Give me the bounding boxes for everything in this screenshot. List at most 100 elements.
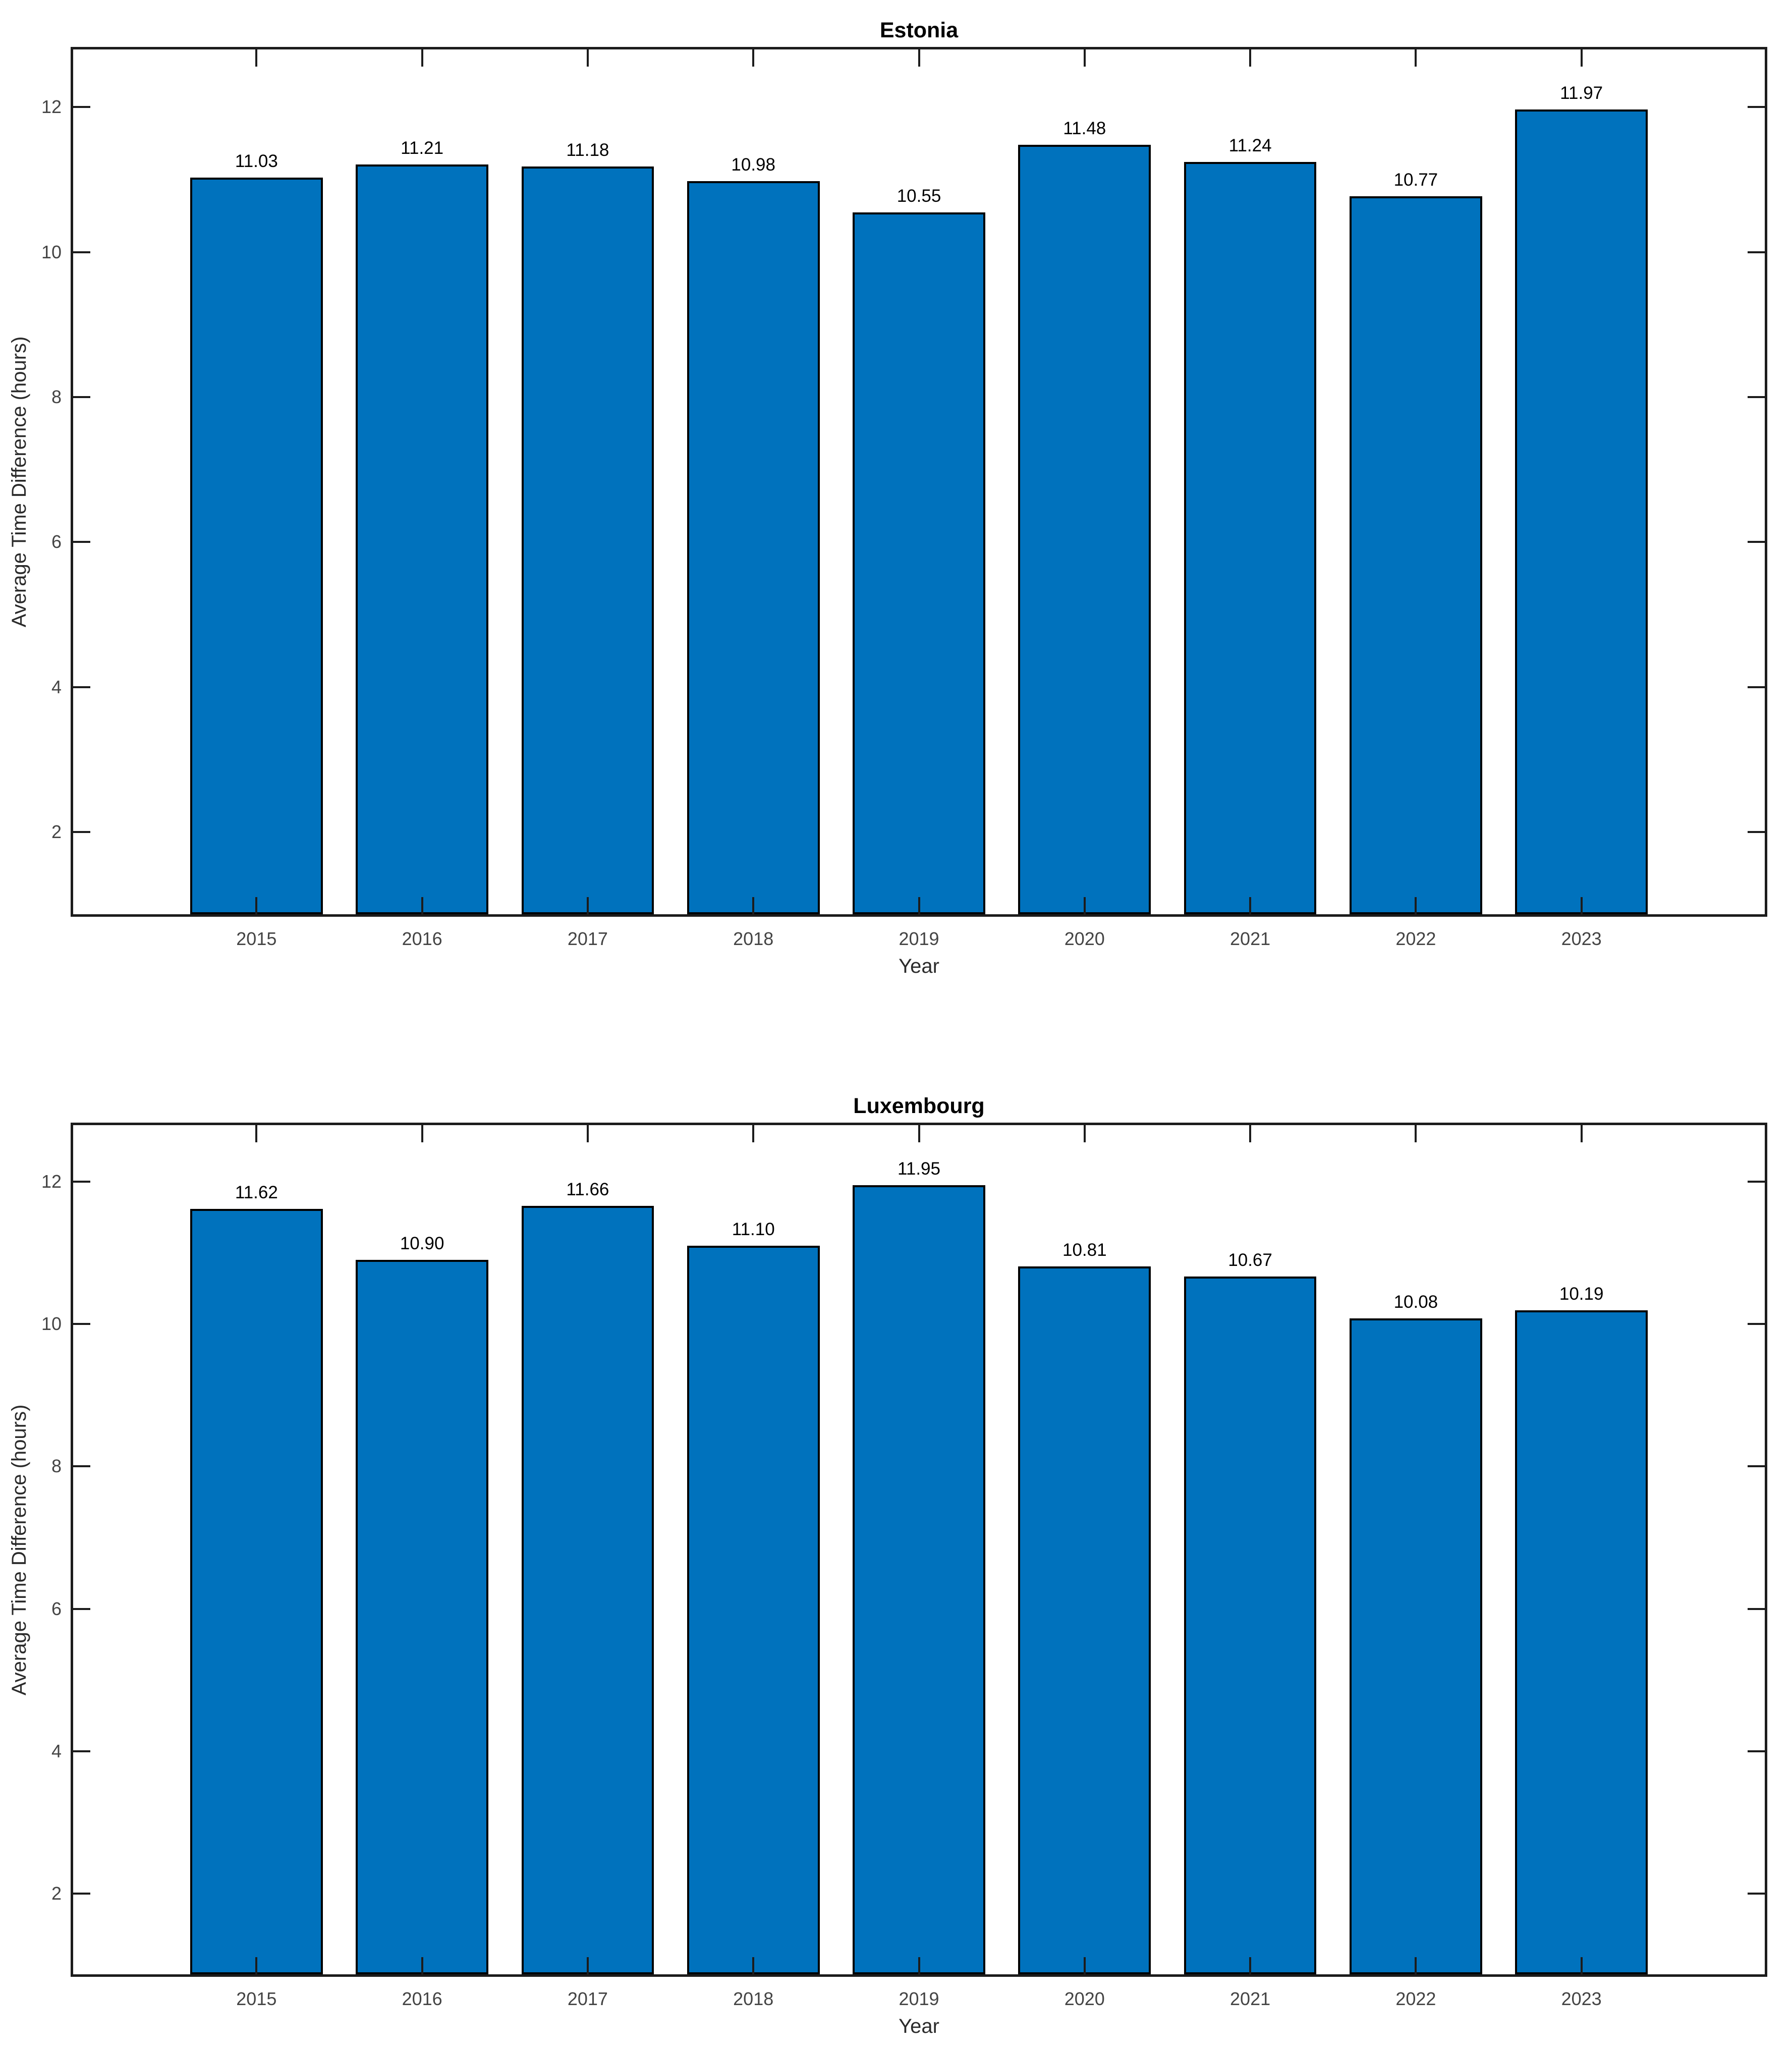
x-tick xyxy=(1249,1957,1252,1974)
y-tick xyxy=(73,1465,90,1468)
bar-2016 xyxy=(356,1260,488,1974)
x-tick xyxy=(1083,897,1086,914)
bar-value-label: 10.81 xyxy=(1062,1240,1107,1260)
bar-2020 xyxy=(1018,144,1151,914)
bar-value-label: 11.21 xyxy=(401,138,444,158)
chart-title: Luxembourg xyxy=(853,1094,985,1118)
x-tick xyxy=(586,1957,589,1974)
x-tick-label: 2018 xyxy=(733,1988,774,2009)
x-tick xyxy=(752,1125,755,1142)
y-tick xyxy=(73,1607,90,1610)
x-tick xyxy=(586,49,589,67)
chart-title: Estonia xyxy=(879,18,959,42)
y-tick-label: 2 xyxy=(51,821,62,842)
x-tick-label: 2021 xyxy=(1230,1988,1271,2009)
bar-value-label: 11.10 xyxy=(732,1219,775,1240)
x-tick-label: 2015 xyxy=(236,928,277,949)
x-tick xyxy=(421,1957,423,1974)
x-tick xyxy=(255,897,258,914)
y-tick-label: 12 xyxy=(41,96,62,118)
x-tick xyxy=(918,49,920,67)
bar-2016 xyxy=(356,164,488,914)
x-tick-label: 2015 xyxy=(236,1988,277,2009)
bar-value-label: 11.48 xyxy=(1063,118,1106,138)
y-tick xyxy=(1748,1465,1765,1468)
bar-2022 xyxy=(1350,1318,1482,1974)
y-tick xyxy=(73,251,90,253)
x-tick xyxy=(752,897,755,914)
y-tick-label: 6 xyxy=(51,531,62,552)
bar-2023 xyxy=(1515,109,1648,914)
x-tick xyxy=(586,1125,589,1142)
x-tick xyxy=(1249,897,1252,914)
bar-value-label: 10.55 xyxy=(897,186,941,206)
x-tick xyxy=(1083,1125,1086,1142)
plot-area xyxy=(71,1123,1767,1977)
bar-value-label: 10.08 xyxy=(1393,1292,1438,1312)
y-tick xyxy=(1748,106,1765,108)
y-tick-label: 12 xyxy=(41,1171,62,1192)
x-tick xyxy=(918,1125,920,1142)
y-tick xyxy=(73,541,90,543)
bar-2022 xyxy=(1350,196,1482,914)
y-tick xyxy=(73,830,90,833)
bar-2020 xyxy=(1018,1266,1151,1974)
x-tick-label: 2020 xyxy=(1064,1988,1105,2009)
x-tick xyxy=(752,1957,755,1974)
x-tick-label: 2022 xyxy=(1395,928,1436,949)
x-tick xyxy=(1580,49,1583,67)
x-tick-label: 2022 xyxy=(1395,1988,1436,2009)
bar-value-label: 10.77 xyxy=(1393,170,1438,190)
y-tick-label: 8 xyxy=(51,1456,62,1477)
bar-value-label: 11.97 xyxy=(1560,83,1603,103)
bar-2019 xyxy=(853,1185,985,1974)
x-tick xyxy=(421,49,423,67)
y-tick xyxy=(1748,541,1765,543)
bar-value-label: 10.67 xyxy=(1228,1250,1272,1270)
y-tick xyxy=(73,1750,90,1752)
bar-2018 xyxy=(687,181,820,914)
y-tick xyxy=(73,686,90,688)
bar-value-label: 11.95 xyxy=(898,1159,940,1179)
bar-2019 xyxy=(853,212,985,914)
x-tick-label: 2023 xyxy=(1561,928,1602,949)
x-tick xyxy=(255,49,258,67)
bar-2023 xyxy=(1515,1310,1648,1974)
x-tick xyxy=(1249,1125,1252,1142)
y-tick-label: 8 xyxy=(51,386,62,407)
y-tick xyxy=(1748,251,1765,253)
x-tick xyxy=(1580,1957,1583,1974)
x-tick-label: 2019 xyxy=(899,928,939,949)
y-tick xyxy=(1748,830,1765,833)
x-tick xyxy=(586,897,589,914)
bar-2021 xyxy=(1184,1276,1317,1974)
bar-2015 xyxy=(190,1208,323,1974)
bar-value-label: 11.66 xyxy=(566,1180,609,1200)
y-tick xyxy=(1748,1607,1765,1610)
y-tick xyxy=(1748,1181,1765,1183)
y-tick xyxy=(73,1323,90,1325)
y-tick xyxy=(73,396,90,398)
x-tick xyxy=(421,897,423,914)
x-tick xyxy=(1580,897,1583,914)
x-tick-label: 2020 xyxy=(1064,928,1105,949)
x-tick-label: 2018 xyxy=(733,928,774,949)
x-tick xyxy=(1415,1125,1417,1142)
y-tick xyxy=(73,1892,90,1895)
x-tick xyxy=(1415,897,1417,914)
bar-2021 xyxy=(1184,162,1317,914)
bar-value-label: 10.19 xyxy=(1559,1284,1604,1304)
x-tick xyxy=(918,1957,920,1974)
bar-value-label: 11.18 xyxy=(566,140,609,160)
y-tick xyxy=(1748,1323,1765,1325)
x-tick xyxy=(1415,1957,1417,1974)
x-tick xyxy=(752,49,755,67)
x-tick-label: 2016 xyxy=(402,1988,442,2009)
x-tick xyxy=(421,1125,423,1142)
bar-2015 xyxy=(190,177,323,914)
y-tick xyxy=(73,106,90,108)
y-tick xyxy=(1748,1892,1765,1895)
